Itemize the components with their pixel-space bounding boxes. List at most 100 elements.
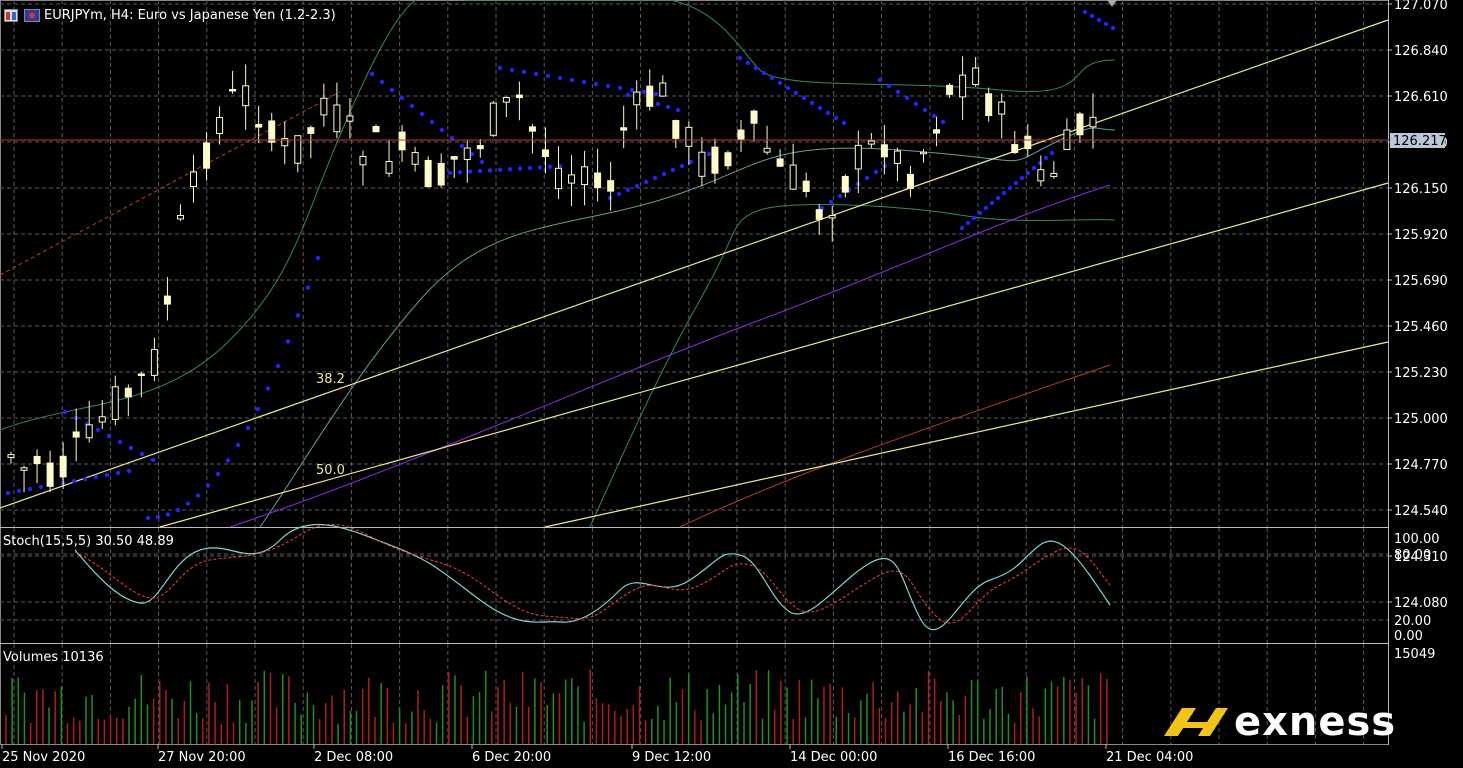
stoch-tick-label: 20.00	[1394, 614, 1431, 629]
psar-dot	[150, 457, 156, 463]
candle-body	[411, 152, 419, 165]
psar-dot	[841, 120, 847, 126]
candle-body	[776, 158, 784, 167]
trendline	[544, 341, 1389, 528]
candle-body	[190, 171, 197, 187]
current-price-tag	[1390, 133, 1445, 148]
psar-dot	[1019, 175, 1025, 181]
psar-dot	[801, 95, 807, 101]
psar-dot	[1103, 21, 1109, 27]
price-tick-label: 127.070	[1394, 0, 1448, 13]
psar-dot	[165, 512, 171, 517]
psar-dot	[139, 451, 145, 457]
candle-body	[98, 416, 106, 423]
psar-dot	[983, 205, 989, 211]
psar-dot	[581, 79, 587, 85]
candle-body	[737, 129, 745, 140]
psar-dot	[959, 225, 965, 231]
psar-dot	[409, 103, 415, 109]
candle-body	[528, 126, 536, 132]
psar-dot	[653, 91, 659, 97]
psar-dot	[527, 165, 533, 171]
candle-body	[880, 144, 888, 158]
time-tick-label: 25 Nov 2020	[2, 750, 85, 765]
price-tick-label: 126.150	[1394, 182, 1448, 197]
psar-dot	[1001, 190, 1007, 196]
candle-body	[124, 387, 132, 398]
psar-dot	[71, 478, 77, 484]
candle-body	[33, 455, 41, 465]
chart-shift-marker-icon[interactable]	[1107, 0, 1117, 8]
stoch-tick-label: 100.00	[1394, 532, 1440, 547]
candle-body	[659, 82, 667, 97]
psar-dot	[833, 115, 839, 121]
psar-dot	[275, 363, 281, 369]
candle-body	[920, 151, 927, 155]
candle-body	[841, 175, 849, 193]
psar-dot	[225, 458, 231, 463]
candle-body	[385, 160, 393, 174]
psar-dot	[989, 200, 995, 206]
psar-dot	[419, 111, 425, 117]
time-tick-label: 2 Dec 08:00	[314, 750, 393, 765]
moving-average-slow	[229, 184, 1111, 528]
psar-dot	[389, 87, 395, 93]
psar-dot	[931, 113, 937, 119]
psar-dot	[459, 143, 465, 149]
psar-dot	[457, 170, 463, 175]
candle-body	[594, 172, 602, 189]
psar-dot	[235, 442, 241, 448]
psar-dot	[904, 95, 910, 101]
psar-dot	[652, 175, 658, 181]
candle-body	[933, 129, 941, 134]
psar-dot	[819, 205, 825, 211]
candle-body	[333, 104, 341, 133]
trendline	[0, 19, 1389, 509]
psar-dot	[439, 127, 445, 133]
candle-body	[229, 88, 237, 92]
time-tick-label: 27 Nov 20:00	[158, 750, 246, 765]
candle-body	[150, 349, 158, 376]
psar-dot	[670, 167, 676, 173]
volume-max-tick: 15049	[1394, 647, 1435, 662]
candle-body	[1011, 144, 1019, 154]
candle-body	[972, 67, 980, 86]
psar-dot	[706, 151, 712, 157]
price-tick-label: 124.770	[1394, 458, 1448, 473]
psar-dot	[940, 119, 946, 125]
psar-dot	[449, 135, 455, 141]
psar-dot	[93, 474, 99, 480]
psar-dot	[777, 80, 783, 86]
psar-dot	[477, 168, 483, 174]
candle-body	[1089, 116, 1097, 128]
stoch-tick-label: 80.00	[1394, 548, 1431, 563]
candle-body	[346, 115, 354, 122]
price-tick-label: 125.920	[1394, 228, 1448, 243]
psar-dot	[675, 107, 681, 113]
candle-body	[893, 150, 901, 164]
moving-averages	[229, 184, 1111, 528]
psar-dot	[625, 187, 631, 193]
candle-body	[111, 386, 119, 420]
candle-body	[854, 144, 862, 170]
price-axis: 127.070126.840126.610126.380126.150125.9…	[1388, 0, 1448, 611]
chart-title-bar: EURJPYm, H4: Euro vs Japanese Yen (1.2-2…	[4, 5, 336, 25]
time-tick-label: 9 Dec 12:00	[632, 750, 711, 765]
candle-body	[268, 120, 276, 143]
moving-average-long	[679, 364, 1111, 528]
chart-title: EURJPYm, H4: Euro vs Japanese Yen (1.2-2…	[44, 7, 336, 23]
candle-body	[815, 209, 823, 220]
psar-dot	[205, 483, 211, 488]
psar-dot	[641, 89, 647, 95]
time-tick-label: 21 Dec 04:00	[1106, 750, 1193, 765]
chart-window-icon[interactable]	[4, 8, 18, 22]
psar-dot	[965, 220, 971, 226]
candle-body	[163, 295, 171, 305]
psar-dot	[185, 501, 191, 506]
stochastic-label: Stoch(15,5,5) 30.50 48.89	[3, 534, 174, 549]
psar-dot	[62, 409, 68, 415]
symbol-flag-icon[interactable]	[24, 8, 40, 22]
time-tick-label: 6 Dec 20:00	[472, 750, 551, 765]
psar-dot	[497, 65, 503, 71]
